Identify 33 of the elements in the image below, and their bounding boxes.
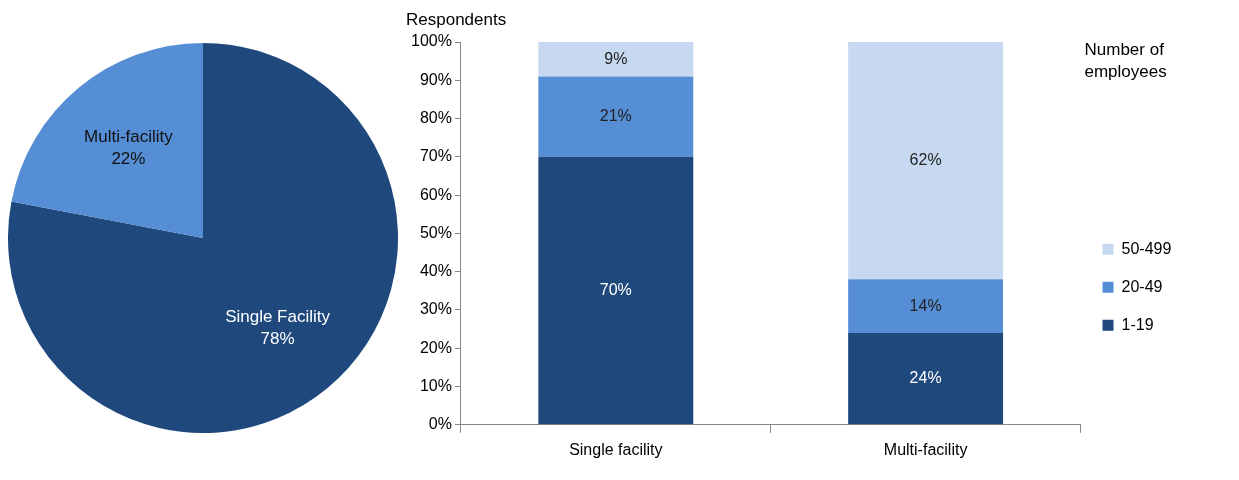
data-label: 22% <box>111 148 146 168</box>
slice-label: Multi-facility <box>84 126 174 146</box>
data-label: 70% <box>599 280 632 298</box>
y-tick-label: 10% <box>419 376 452 394</box>
y-tick-label: 40% <box>419 262 452 280</box>
x-tick-label: Single facility <box>569 440 663 458</box>
legend-label: 1-19 <box>1121 315 1181 333</box>
data-label: 62% <box>909 151 942 169</box>
bar <box>848 42 1004 280</box>
bar <box>538 42 694 77</box>
slice-label: Single Facility <box>225 306 331 326</box>
bar <box>538 76 694 157</box>
data-label: 78% <box>260 328 295 348</box>
data-label: 9% <box>604 49 628 67</box>
bar <box>538 156 694 425</box>
y-tick-label: 20% <box>419 338 452 356</box>
y-tick-label: 50% <box>419 223 452 241</box>
bar <box>848 279 1004 333</box>
y-tick-label: 60% <box>419 185 452 203</box>
y-tick-label: 30% <box>419 300 452 318</box>
y-tick-label: 0% <box>428 415 452 433</box>
bar <box>848 332 1004 425</box>
data-label: 21% <box>599 107 632 125</box>
y-tick-label: 70% <box>419 147 452 165</box>
y-tick-label: 90% <box>419 70 452 88</box>
y-axis-title: Respondents <box>406 10 507 30</box>
legend-title: Number of employees <box>1084 40 1167 82</box>
legend-label: 50-499 <box>1121 239 1199 257</box>
y-tick-label: 80% <box>419 108 452 126</box>
data-label: 14% <box>909 296 942 314</box>
y-tick-label: 100% <box>411 32 452 50</box>
data-label: 24% <box>909 369 942 387</box>
legend-label: 20-49 <box>1121 277 1190 295</box>
